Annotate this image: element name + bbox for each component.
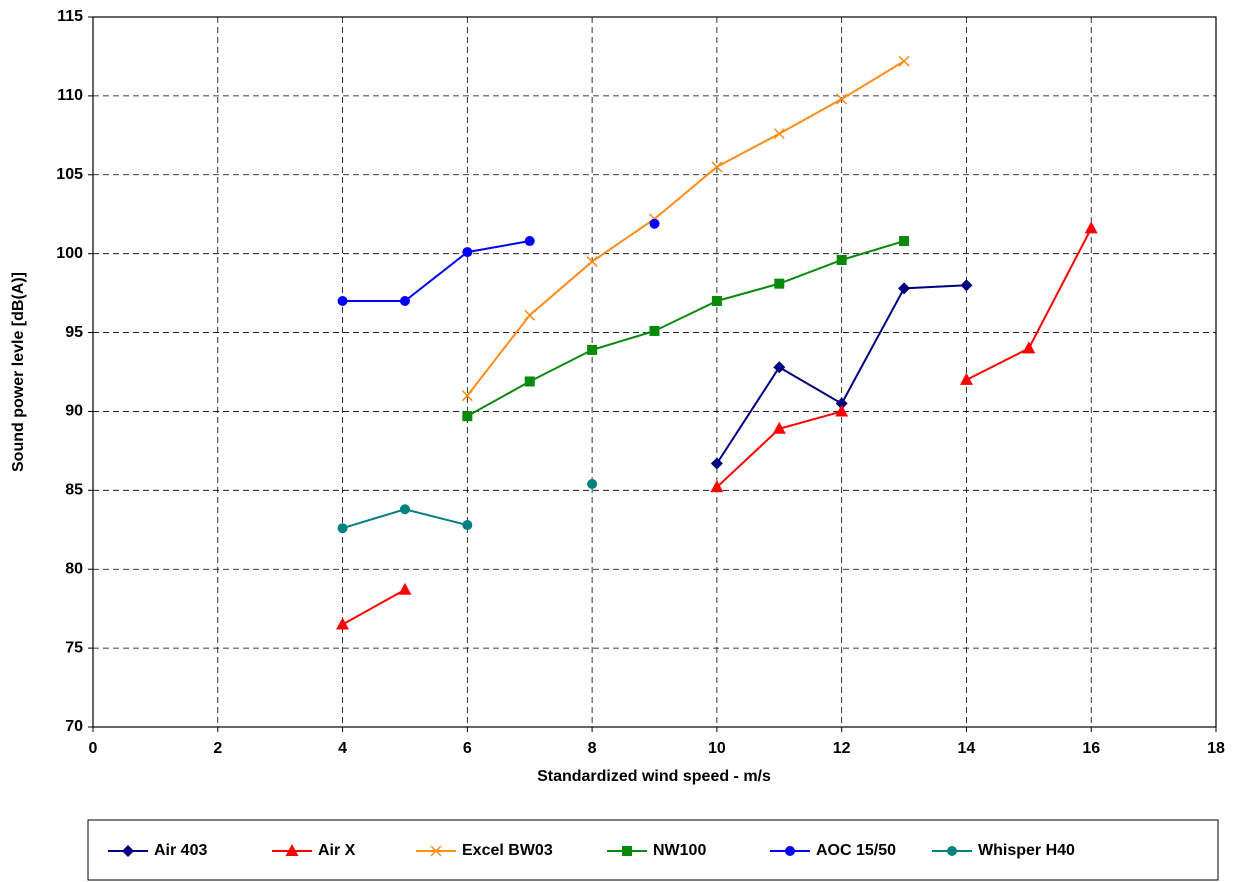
y-tick-label: 70 (65, 718, 83, 735)
marker (1084, 221, 1098, 234)
marker (337, 296, 348, 306)
y-tick-label: 75 (65, 639, 83, 656)
x-tick-label: 16 (1082, 740, 1100, 757)
marker (835, 404, 849, 417)
y-tick-label: 110 (57, 87, 83, 104)
marker (835, 397, 848, 410)
y-tick-label: 85 (65, 482, 83, 499)
x-tick-label: 10 (708, 740, 726, 757)
x-tick-label: 4 (338, 740, 347, 757)
marker (524, 236, 535, 247)
marker (587, 344, 598, 355)
marker (898, 282, 911, 295)
marker (622, 846, 632, 856)
y-tick-label: 90 (65, 403, 83, 420)
marker (947, 846, 957, 856)
y-tick-label: 95 (65, 324, 83, 341)
marker (959, 372, 973, 385)
plot-frame (92, 16, 1217, 728)
x-tick-label: 14 (958, 740, 976, 757)
legend-box (87, 819, 1219, 881)
marker (524, 309, 536, 321)
marker (524, 376, 535, 387)
marker (586, 256, 598, 268)
marker (836, 93, 848, 105)
marker (649, 325, 660, 336)
marker (587, 479, 598, 490)
x-tick-label: 12 (833, 740, 851, 757)
y-tick-label: 105 (56, 166, 83, 183)
legend-label: AOC 15/50 (816, 842, 896, 859)
marker (711, 161, 723, 173)
x-tick-label: 2 (213, 740, 222, 757)
legend-label: Air X (318, 842, 356, 859)
marker (773, 361, 786, 374)
legend-label: Air 403 (154, 842, 207, 859)
marker (836, 254, 847, 265)
marker (399, 296, 410, 306)
marker (898, 55, 910, 67)
marker (710, 480, 724, 493)
marker (122, 845, 134, 857)
marker (960, 279, 973, 292)
x-tick-label: 8 (588, 740, 597, 757)
marker (399, 504, 410, 515)
marker (785, 846, 795, 856)
plot-area (93, 17, 1216, 727)
x-tick-label: 0 (89, 740, 98, 757)
marker (337, 523, 348, 534)
y-tick-label: 115 (57, 8, 83, 25)
y-tick-label: 100 (56, 245, 83, 262)
y-tick-label: 80 (65, 560, 83, 577)
series-line (466, 240, 905, 418)
x-tick-label: 18 (1207, 740, 1225, 757)
marker (285, 844, 299, 856)
marker (398, 582, 412, 595)
marker (649, 218, 660, 229)
marker (773, 128, 785, 140)
marker (899, 236, 910, 247)
marker (462, 411, 473, 422)
series-line (466, 60, 905, 397)
marker (711, 296, 722, 306)
legend-label: Whisper H40 (978, 842, 1075, 859)
legend-label: Excel BW03 (462, 842, 553, 859)
marker (462, 520, 473, 531)
marker (774, 278, 785, 289)
marker (1022, 341, 1036, 354)
legend-label: NW100 (653, 842, 706, 859)
x-axis-label: Standardized wind speed - m/s (537, 768, 771, 785)
y-axis-label: Sound power levle [dB(A)] (10, 272, 27, 472)
marker (772, 421, 786, 434)
marker (336, 617, 350, 630)
marker (461, 390, 473, 402)
marker (710, 457, 723, 470)
marker (462, 247, 473, 258)
marker (430, 845, 442, 857)
x-tick-label: 6 (463, 740, 472, 757)
